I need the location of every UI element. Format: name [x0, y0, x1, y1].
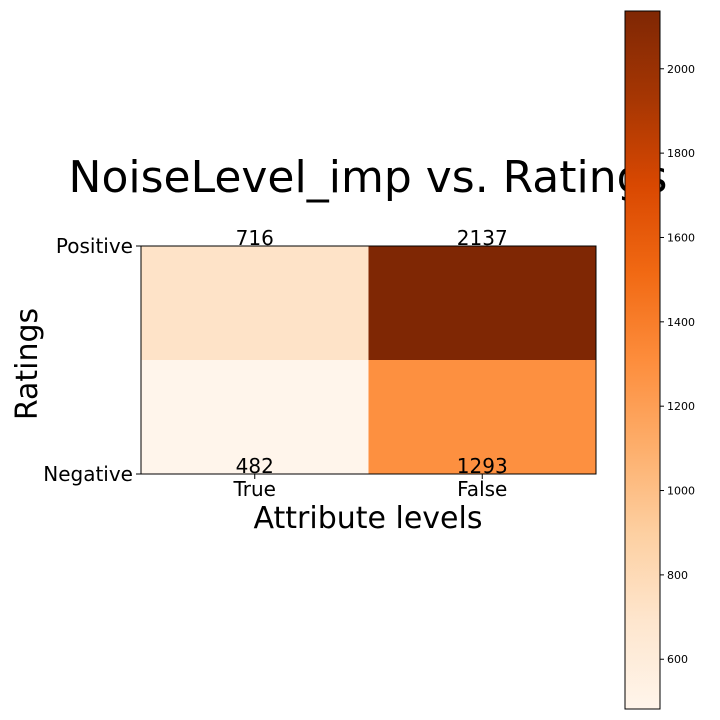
cell-value-label: 2137: [457, 226, 508, 250]
colorbar-tick-label: 600: [667, 653, 688, 666]
colorbar-tick-label: 1400: [667, 316, 695, 329]
colorbar-tick-label: 2000: [667, 63, 695, 76]
heatmap-cell-positive-true: [141, 246, 369, 360]
colorbar-tick-label: 1000: [667, 485, 695, 498]
chart-title: NoiseLevel_imp vs. Ratings: [69, 152, 668, 203]
colorbar-tick-label: 1600: [667, 231, 695, 244]
heatmap-cell-negative-false: [368, 360, 596, 474]
colorbar-tick-label: 800: [667, 569, 688, 582]
y-axis-ticks: Positive Negative: [43, 234, 141, 486]
colorbar-ticks: 600 800 1000 1200 1400 1600 1800 2000: [660, 63, 695, 666]
y-tick-label: Negative: [43, 462, 133, 486]
cell-value-label: 716: [236, 226, 274, 250]
y-axis-label: Ratings: [10, 308, 45, 420]
x-tick-label: False: [457, 477, 507, 501]
colorbar: [624, 10, 661, 710]
colorbar-tick-label: 1800: [667, 147, 695, 160]
y-tick-label: Positive: [56, 234, 133, 258]
plot-frame: [140, 245, 597, 475]
x-axis-label: Attribute levels: [254, 501, 483, 536]
heatmap-cell-negative-true: [141, 360, 369, 474]
heatmap-cell-positive-false: [368, 246, 596, 360]
x-tick-label: True: [233, 477, 276, 501]
heatmap-cells: [141, 246, 596, 474]
colorbar-tick-label: 1200: [667, 400, 695, 413]
x-axis-ticks: True False: [233, 474, 507, 501]
